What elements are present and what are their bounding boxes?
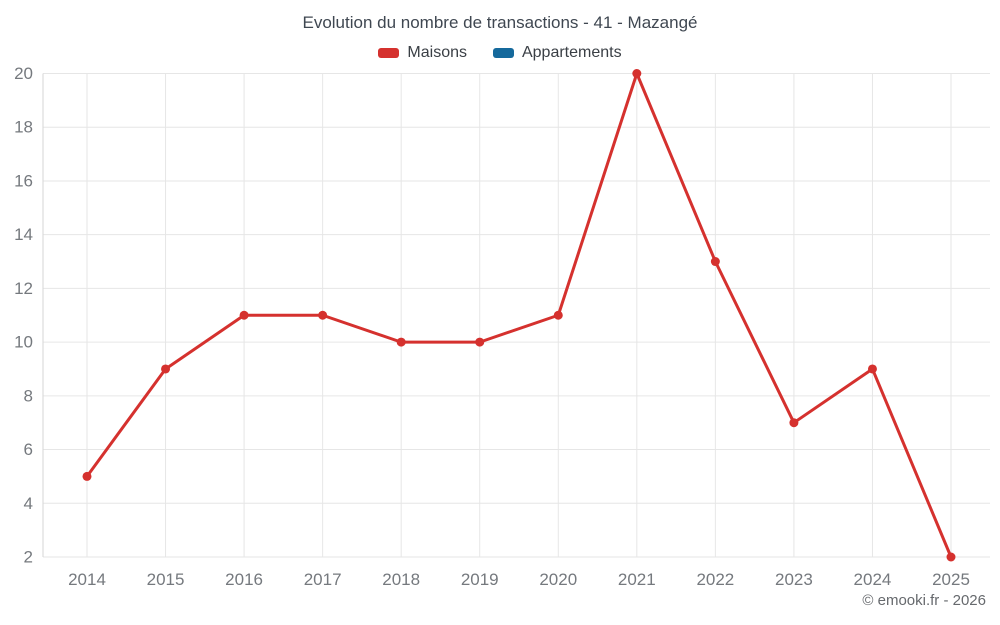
- svg-text:2019: 2019: [461, 570, 499, 589]
- svg-text:4: 4: [24, 494, 33, 513]
- svg-text:6: 6: [24, 440, 33, 459]
- appartements-series-swatch: [492, 48, 514, 58]
- svg-text:10: 10: [14, 333, 33, 352]
- maisons-series-swatch: [378, 48, 400, 58]
- svg-text:2: 2: [24, 548, 33, 567]
- svg-text:12: 12: [14, 279, 33, 298]
- svg-text:2024: 2024: [854, 570, 892, 589]
- legend-item-appartements[interactable]: Appartements: [492, 44, 622, 62]
- svg-text:2021: 2021: [618, 570, 656, 589]
- svg-text:16: 16: [14, 171, 33, 190]
- svg-text:2022: 2022: [696, 570, 734, 589]
- svg-text:2020: 2020: [539, 570, 577, 589]
- svg-text:2018: 2018: [382, 570, 420, 589]
- svg-text:2015: 2015: [147, 570, 185, 589]
- legend: Maisons Appartements: [0, 44, 1000, 62]
- credit-text: © emooki.fr - 2026: [862, 592, 986, 609]
- legend-label-maisons: Maisons: [407, 44, 467, 61]
- svg-text:20: 20: [14, 64, 33, 83]
- svg-text:14: 14: [14, 225, 33, 244]
- chart-title: Evolution du nombre de transactions - 41…: [302, 13, 698, 32]
- svg-text:18: 18: [14, 118, 33, 137]
- svg-text:2014: 2014: [68, 570, 106, 589]
- svg-text:2025: 2025: [932, 570, 970, 589]
- legend-item-maisons[interactable]: Maisons: [378, 44, 467, 62]
- legend-label-appartements: Appartements: [521, 44, 622, 61]
- svg-text:2017: 2017: [304, 570, 342, 589]
- svg-text:8: 8: [24, 386, 33, 405]
- svg-text:2023: 2023: [775, 570, 813, 589]
- svg-text:2016: 2016: [225, 570, 263, 589]
